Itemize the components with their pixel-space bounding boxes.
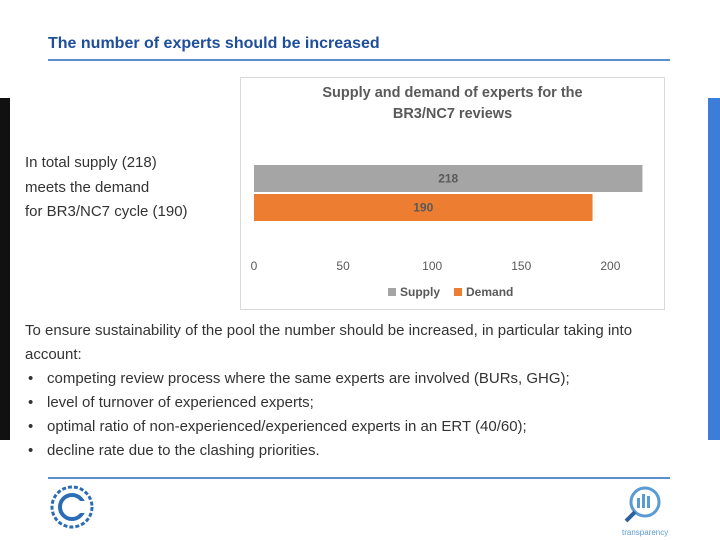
paragraph: To ensure sustainability of the pool the… xyxy=(25,322,633,363)
data-label: 218 xyxy=(438,172,458,186)
x-tick-label: 200 xyxy=(600,259,620,273)
data-label: 190 xyxy=(413,201,433,215)
right-accent xyxy=(708,98,720,440)
bar xyxy=(254,165,643,192)
legend-swatch xyxy=(388,288,396,296)
slide-title: The number of experts should be increase… xyxy=(48,35,380,52)
bullet: competing review process where the same … xyxy=(25,367,665,391)
bullet: decline rate due to the clashing priorit… xyxy=(25,439,665,463)
transparency-logo xyxy=(624,486,661,523)
chart-title: Supply and demand of experts for the BR3… xyxy=(322,85,583,122)
title-rule xyxy=(48,59,670,61)
footer-rule xyxy=(48,477,670,479)
chart: 0 50 100 150 200 218 190 Supply Demand xyxy=(240,77,665,310)
legend-swatch xyxy=(454,288,463,296)
bar xyxy=(254,194,593,221)
x-tick-label: 150 xyxy=(511,259,531,273)
bullet: level of turnover of experienced experts… xyxy=(25,391,665,415)
x-tick-label: 50 xyxy=(336,259,350,273)
summary-text: In total supply (218) meets the demand f… xyxy=(25,154,188,220)
legend-label: Demand xyxy=(466,285,513,299)
left-accent xyxy=(0,98,10,440)
chart-frame xyxy=(240,77,665,310)
logo-caption: transparency xyxy=(622,528,669,537)
legend-label: Supply xyxy=(400,285,440,299)
x-tick-label: 100 xyxy=(422,259,442,273)
x-tick-label: 0 xyxy=(251,259,258,273)
unfccc-logo xyxy=(50,485,94,529)
body-text: To ensure sustainability of the pool the… xyxy=(25,319,665,463)
bullet-list: competing review process where the same … xyxy=(25,367,665,463)
bullet: optimal ratio of non-experienced/experie… xyxy=(25,415,665,439)
